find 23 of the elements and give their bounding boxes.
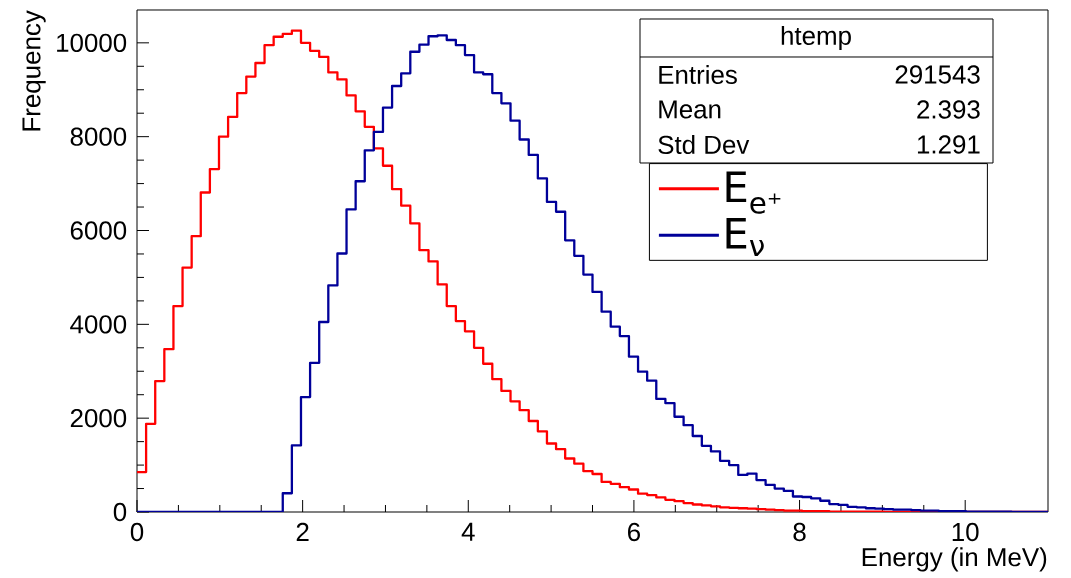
x-tick-label: 0 [130,522,144,542]
y-tick-label: 10000 [57,33,127,52]
y-tick-label: 4000 [70,315,127,334]
annotation: 1.291 [917,135,980,154]
y-tick-label: 6000 [70,221,127,240]
x-axis-title: Energy (in MeV) [862,547,1047,572]
annotation: Mean [659,100,721,119]
y-tick-label: 0 [113,502,127,522]
x-tick-label: 2 [296,522,309,541]
x-tick-label: 4 [461,522,475,541]
legend-label: E$_{e⁺}$ [726,171,781,214]
legend-label: E$_{ν}$ [726,217,764,256]
y-tick-label: 2000 [70,408,127,428]
annotation: Entries [659,64,737,84]
x-tick-label: 6 [628,522,640,542]
y-axis-title: Frequency [22,10,46,131]
y-tick-label: 8000 [70,127,127,146]
annotation: Std Dev [658,134,750,154]
annotation: 291543 [895,65,980,84]
x-tick-label: 10 [952,522,979,542]
x-tick-label: 8 [793,522,806,542]
annotation: htemp [781,25,851,51]
annotation: 2.393 [917,100,980,119]
